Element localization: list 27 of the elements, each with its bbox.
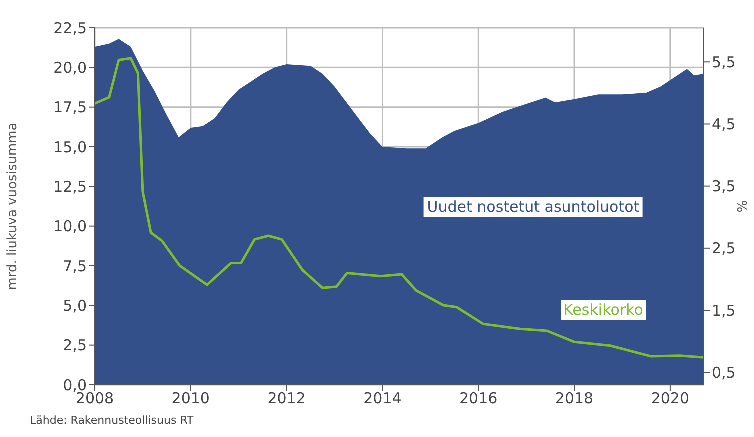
y-tick-label: 7,5 — [63, 257, 87, 276]
y2-tick-label: 3,5 — [712, 178, 736, 196]
y-tick-label: 12,5 — [54, 178, 87, 196]
x-tick-label: 2014 — [364, 390, 402, 408]
x-tick-label: 2020 — [651, 390, 690, 408]
series-label: Uudet nostetut asuntoluotot — [424, 196, 643, 216]
y-tick-label: 22,5 — [54, 19, 87, 38]
y2-tick-label: 0,5 — [712, 364, 736, 382]
y-tick-label: 10,0 — [54, 218, 87, 236]
x-tick-label: 2012 — [268, 390, 306, 408]
y-axis-title: mrd. liukuva vuosisumma — [6, 122, 21, 290]
x-tick-label: 2016 — [460, 390, 498, 408]
x-tick-label: 2010 — [172, 390, 210, 408]
y-tick-label: 2,5 — [63, 336, 87, 355]
x-tick-label: 2008 — [76, 390, 114, 408]
y2-tick-label: 5,5 — [712, 53, 736, 72]
y2-axis-title: % — [733, 200, 748, 213]
series-label: Keskikorko — [560, 300, 646, 320]
y-tick-label: 5,0 — [63, 296, 87, 315]
y2-tick-label: 2,5 — [712, 240, 736, 258]
text: Lähde: Rakennusteollisuus RT — [30, 414, 194, 427]
y-tick-label: 17,5 — [54, 98, 87, 117]
y-tick-label: 20,0 — [54, 58, 87, 77]
y-tick-label: 15,0 — [54, 138, 87, 156]
x-tick-label: 2018 — [555, 390, 594, 408]
y2-tick-label: 1,5 — [712, 302, 736, 320]
y2-tick-label: 4,5 — [712, 116, 736, 134]
